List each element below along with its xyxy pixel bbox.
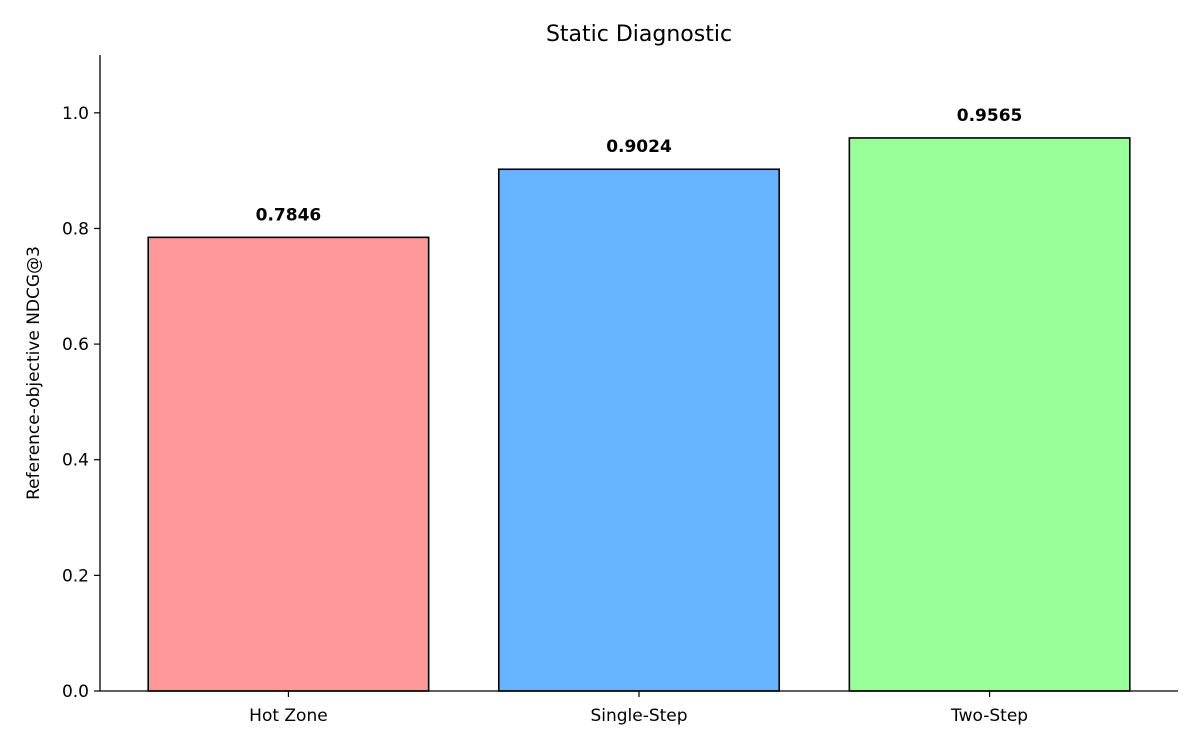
x-tick-label: Two-Step [950, 706, 1028, 726]
chart-title: Static Diagnostic [546, 22, 732, 47]
bar-value-label: 0.9024 [606, 137, 672, 157]
y-axis-ticks: 0.0 0.2 0.4 0.6 0.8 1.0 [62, 104, 100, 702]
x-tick-label: Single-Step [590, 706, 687, 726]
y-axis-label: Reference-objective NDCG@3 [24, 246, 44, 500]
y-tick-label: 1.0 [62, 104, 89, 124]
y-tick-label: 0.2 [62, 566, 89, 586]
bar-hot-zone [147, 236, 430, 692]
bars [147, 137, 1131, 692]
y-tick-label: 0.4 [62, 451, 89, 471]
value-labels: 0.7846 0.9024 0.9565 [256, 106, 1023, 225]
bar-two-step [848, 137, 1131, 692]
bar-single-step [497, 168, 781, 692]
x-axis-ticks: Hot Zone Single-Step Two-Step [249, 691, 1028, 726]
x-tick-label: Hot Zone [249, 706, 328, 726]
y-tick-label: 0.0 [62, 682, 89, 702]
bar-value-label: 0.9565 [957, 106, 1023, 126]
bar-value-label: 0.7846 [256, 205, 322, 225]
y-tick-label: 0.6 [62, 335, 89, 355]
y-tick-label: 0.8 [62, 219, 89, 239]
